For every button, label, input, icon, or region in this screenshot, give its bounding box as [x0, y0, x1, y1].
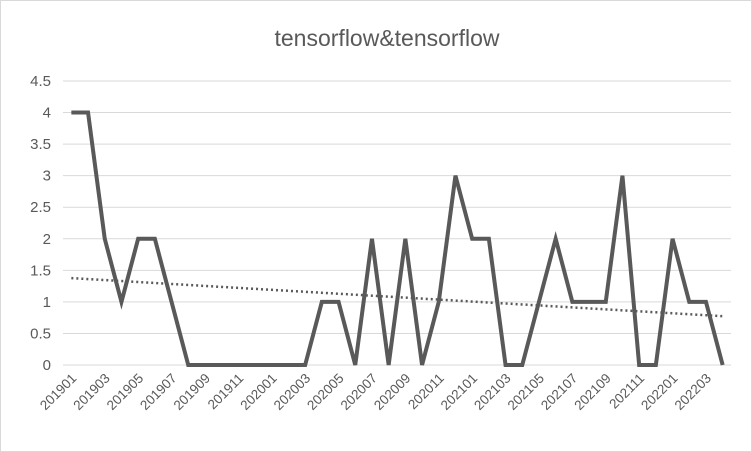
x-tick-label: 202201 — [638, 371, 680, 413]
y-tick-label: 0 — [43, 357, 51, 374]
x-tick-label: 202107 — [538, 371, 580, 413]
x-tick-label: 201907 — [137, 371, 179, 413]
x-tick-label: 202003 — [271, 371, 313, 413]
x-tick-label: 202101 — [438, 371, 480, 413]
x-tick-label: 201903 — [70, 371, 112, 413]
chart-title: tensorflow&tensorflow — [275, 25, 500, 51]
series-layer — [71, 110, 725, 367]
y-tick-label: 1.5 — [30, 262, 51, 279]
x-tick-label: 202103 — [471, 371, 513, 413]
y-axis-tick-labels: 0 0.5 1 1.5 2 2.5 3 3.5 4 4.5 — [30, 73, 51, 374]
y-tick-label: 4.5 — [30, 73, 51, 90]
x-tick-label: 201905 — [104, 371, 146, 413]
x-tick-label: 201909 — [171, 371, 213, 413]
y-tick-label: 4 — [43, 105, 51, 122]
gridlines — [63, 80, 731, 366]
x-tick-label: 202009 — [371, 371, 413, 413]
x-tick-label: 202005 — [304, 371, 346, 413]
y-tick-label: 3.5 — [30, 136, 51, 153]
y-tick-label: 2.5 — [30, 199, 51, 216]
x-tick-label: 202105 — [505, 371, 547, 413]
series-line — [71, 110, 725, 367]
x-tick-label: 202203 — [672, 371, 714, 413]
x-tick-label: 202109 — [571, 371, 613, 413]
y-tick-label: 0.5 — [30, 325, 51, 342]
x-axis-tick-labels: 2019012019032019052019072019092019112020… — [37, 371, 714, 413]
x-tick-label: 202007 — [338, 371, 380, 413]
x-tick-label: 201901 — [37, 371, 79, 413]
y-tick-label: 2 — [43, 231, 51, 248]
x-tick-label: 202001 — [237, 371, 279, 413]
y-tick-label: 1 — [43, 294, 51, 311]
y-tick-label: 3 — [43, 168, 51, 185]
